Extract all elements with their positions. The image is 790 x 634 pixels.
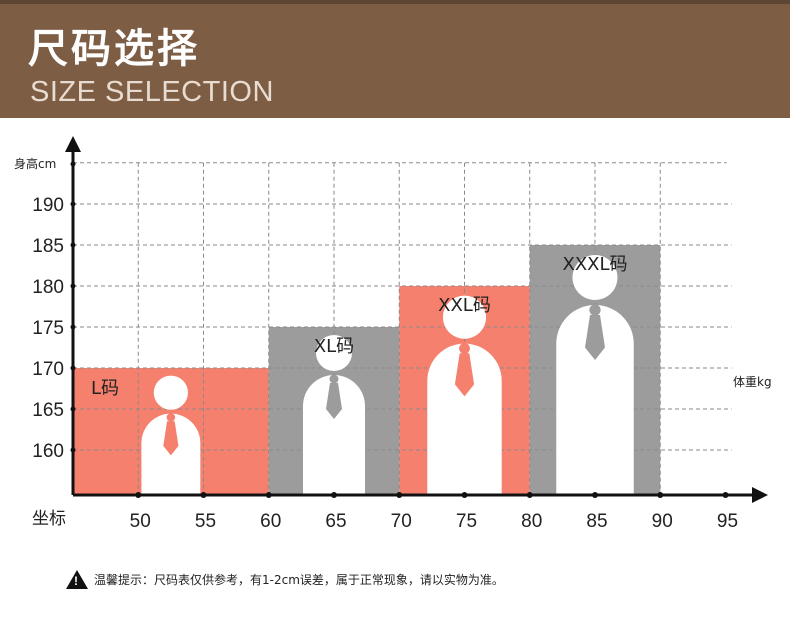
size-chart: L码 XL码 XXL码 XXXL码 50 55 60 65 70 75 80 85 90 95 160 165…	[14, 136, 772, 532]
x-tick-dot	[592, 492, 598, 498]
figure-body-3	[556, 305, 634, 495]
figure-head-2	[442, 295, 487, 339]
figure-head-1	[316, 335, 352, 371]
y-tick-label: 180	[32, 277, 64, 298]
y-tick-dot	[70, 161, 76, 167]
x-tick-dot	[526, 492, 533, 498]
x-tick-label: 55	[195, 511, 216, 532]
y-tick-label: 190	[32, 195, 64, 216]
origin-label: 坐标	[32, 509, 66, 529]
x-tick-dot	[331, 492, 337, 498]
x-tick-label: 85	[586, 511, 607, 532]
x-tick-label: 90	[652, 511, 673, 532]
x-tick-dot	[200, 492, 207, 498]
y-tick-label: 160	[32, 441, 64, 462]
y-tick-dot	[70, 324, 76, 330]
x-tick-label: 60	[260, 511, 281, 532]
figure-head-0	[153, 375, 188, 410]
x-tick-dot	[135, 492, 142, 498]
footer-note: ! 温馨提示：尺码表仅供参考，有1-2cm误差，属于正常现象，请以实物为准。	[66, 570, 504, 589]
size-label-2: XXL码	[438, 295, 491, 316]
page-subtitle: SIZE SELECTION	[30, 76, 274, 108]
tie-knot-3	[589, 304, 601, 316]
y-axis-arrow	[65, 136, 81, 152]
x-tick-label: 75	[456, 511, 477, 532]
tie-knot-1	[329, 374, 339, 384]
size-label-0: L码	[91, 378, 119, 399]
y-tick-dot	[70, 406, 76, 412]
x-tick-label: 80	[521, 511, 542, 532]
size-label-1: XL码	[314, 336, 354, 357]
page-title: 尺码选择	[28, 26, 200, 72]
x-tick-dot	[657, 492, 664, 498]
x-axis-arrow	[752, 487, 768, 503]
x-tick-label: 50	[130, 511, 151, 532]
tie-0	[163, 421, 179, 456]
y-tick-dot	[70, 365, 76, 371]
y-tick-dot	[70, 283, 76, 289]
x-axis-label: 体重kg	[733, 375, 772, 389]
x-tick-dot	[265, 492, 272, 498]
y-tick-dot	[70, 447, 76, 453]
tie-3	[585, 315, 605, 360]
y-tick-label: 165	[32, 400, 64, 421]
warning-icon: !	[66, 570, 88, 589]
tie-knot-2	[459, 343, 470, 354]
figure-body-2	[427, 343, 502, 495]
size-label-3: XXXL码	[562, 254, 627, 275]
x-tick-dot	[461, 492, 468, 498]
tie-knot-0	[166, 413, 176, 422]
tie-2	[454, 353, 475, 397]
y-tick-label: 170	[32, 359, 64, 380]
header-banner: 尺码选择 SIZE SELECTION	[0, 0, 790, 118]
y-tick-dot	[70, 242, 76, 248]
y-tick-dot	[70, 201, 76, 207]
y-tick-label: 185	[32, 236, 64, 257]
footer-note-text: 温馨提示：尺码表仅供参考，有1-2cm误差，属于正常现象，请以实物为准。	[94, 573, 504, 587]
x-tick-dot	[722, 492, 729, 498]
y-axis-label: 身高cm	[14, 156, 56, 171]
x-tick-label: 70	[391, 511, 412, 532]
y-tick-label: 175	[32, 318, 64, 339]
x-tick-label: 95	[717, 511, 738, 532]
tie-1	[326, 383, 342, 419]
x-tick-label: 65	[325, 511, 346, 532]
x-tick-dot	[396, 492, 403, 498]
figure-body-1	[303, 375, 365, 495]
figure-head-3	[572, 255, 618, 300]
